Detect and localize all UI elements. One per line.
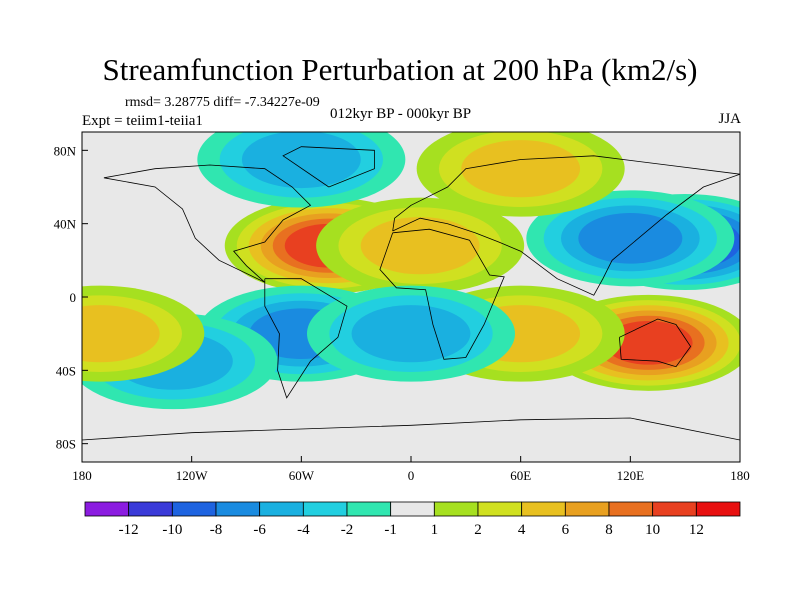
colorbar-swatch — [564, 501, 610, 517]
colorbar-label: 8 — [605, 522, 613, 538]
colorbar-swatch — [695, 501, 741, 517]
lat-tick-label: 80S — [56, 437, 76, 452]
contour-level-1-4 — [360, 217, 480, 275]
coastline-0 — [103, 164, 312, 283]
lat-tick-label: 80N — [54, 143, 77, 158]
lon-tick-label: 120E — [617, 468, 645, 483]
colorbar-label: -10 — [162, 522, 182, 538]
colorbar-swatch — [259, 501, 304, 517]
colorbar-swatch — [346, 501, 392, 517]
lon-tick-label: 180 — [72, 468, 92, 483]
stats-subtitle: rmsd= 3.28775 diff= -7.34227e-09 — [125, 95, 320, 110]
colorbar-swatch — [390, 501, 435, 517]
colorbar-swatch — [215, 501, 261, 517]
contour-level-10-4 — [241, 132, 361, 189]
lat-tick-label: 40S — [56, 363, 76, 378]
lat-tick-label: 0 — [70, 290, 77, 305]
coastline-3 — [392, 155, 740, 296]
season-label: JJA — [718, 111, 741, 127]
colorbar-label: 4 — [518, 522, 526, 538]
colorbar-label: -1 — [384, 522, 397, 538]
contour-level-9-4 — [82, 305, 160, 363]
lon-tick-label: 60W — [289, 468, 315, 483]
coastline-5 — [282, 146, 375, 188]
colorbar-label: 1 — [431, 522, 439, 538]
coastline-2 — [379, 228, 505, 360]
colorbar-swatch — [171, 501, 217, 517]
colorbar-label: -6 — [253, 522, 266, 538]
coastline-1 — [264, 278, 348, 399]
colorbar-label: -4 — [297, 522, 310, 538]
colorbar-swatch — [128, 501, 173, 517]
contour-level-3-6 — [578, 213, 683, 264]
contour-level-4-10 — [604, 320, 693, 365]
colorbar-label: -2 — [341, 522, 354, 538]
lat-tick-label: 40N — [54, 217, 77, 232]
colorbar-swatch — [477, 501, 523, 517]
plot-title: Streamfunction Perturbation at 200 hPa (… — [102, 52, 698, 87]
colorbar-swatch — [84, 501, 130, 517]
period-label: 012kyr BP - 000kyr BP — [330, 106, 472, 122]
lon-tick-label: 180 — [730, 468, 750, 483]
colorbar-label: -12 — [119, 522, 139, 538]
colorbar-swatch — [652, 501, 697, 517]
colorbar-swatch — [302, 501, 348, 517]
lon-tick-label: 60E — [510, 468, 531, 483]
lon-tick-label: 0 — [408, 468, 415, 483]
colorbar-label: 12 — [689, 522, 704, 538]
colorbar-label: 2 — [474, 522, 482, 538]
colorbar-swatch — [433, 501, 479, 517]
colorbar: -12 -10 -8 -6 -4 -2 -1 1 2 4 6 8 10 12 — [84, 501, 741, 538]
colorbar-label: -8 — [210, 522, 223, 538]
colorbar-label: 6 — [562, 522, 570, 538]
coastline-6 — [82, 417, 740, 441]
lon-tick-label: 120W — [176, 468, 209, 483]
contour-level-7-4 — [351, 305, 471, 363]
colorbar-swatch — [521, 501, 566, 517]
colorbar-label: 10 — [645, 522, 660, 538]
colorbar-swatch — [608, 501, 654, 517]
coastline-layer — [82, 146, 740, 441]
coastline-4 — [619, 318, 692, 368]
experiment-label: Expt = teiim1-teiia1 — [82, 113, 203, 129]
contour-level-11-4 — [461, 140, 581, 198]
axis-ticks: 180 120W 60W 0 60E 120E 180 80N 40N 0 40S 80S — [54, 143, 750, 483]
